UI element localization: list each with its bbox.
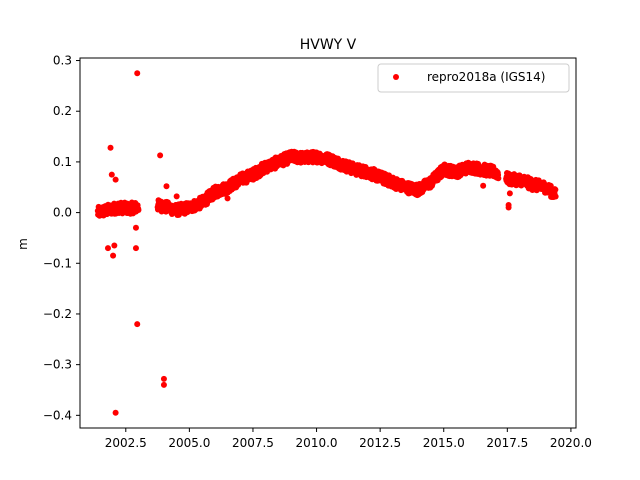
y-tick-label: 0.3 [53, 54, 72, 68]
data-point-outlier [112, 409, 119, 416]
data-point-outlier [173, 193, 180, 200]
data-point-outlier [110, 252, 117, 259]
data-point-outlier [108, 171, 115, 178]
y-tick-label: −0.2 [43, 307, 72, 321]
y-tick-label: −0.3 [43, 358, 72, 372]
data-point [552, 193, 559, 200]
y-tick-label: 0.0 [53, 206, 72, 220]
legend: repro2018a (IGS14) [377, 63, 570, 93]
x-tick-label: 2002.5 [105, 436, 147, 450]
data-point [495, 175, 502, 182]
legend-series-label: repro2018a (IGS14) [427, 70, 545, 84]
data-point [135, 207, 142, 214]
x-tick-label: 2020.0 [550, 436, 592, 450]
data-point-outlier [107, 144, 114, 151]
data-point-outlier [506, 190, 513, 197]
y-tick-label: 0.1 [53, 155, 72, 169]
data-point-outlier [111, 242, 118, 249]
x-tick-label: 2010.0 [296, 436, 338, 450]
y-axis-label: m [16, 238, 30, 250]
data-point-outlier [480, 182, 487, 189]
data-point-outlier [505, 204, 512, 211]
data-point-outlier [160, 375, 167, 382]
legend-box [377, 63, 570, 93]
data-point-outlier [112, 176, 119, 183]
chart-title: HVWY V [300, 37, 357, 53]
y-tick-label: 0.2 [53, 104, 72, 118]
x-tick-label: 2017.5 [486, 436, 528, 450]
data-point-outlier [132, 224, 139, 231]
plot-frame [79, 57, 577, 429]
data-point-outlier [104, 245, 111, 252]
data-points [94, 70, 559, 416]
x-axis-ticks: 2002.5 2005.0 2007.5 2010.0 2012.5 2015.0 2017… [105, 428, 592, 450]
data-point-outlier [134, 321, 141, 328]
data-point-outlier [224, 195, 231, 202]
data-point-outlier [163, 183, 170, 190]
data-point-outlier [157, 152, 164, 159]
y-tick-label: −0.4 [43, 408, 72, 422]
legend-marker [393, 74, 399, 80]
x-tick-label: 2007.5 [232, 436, 274, 450]
x-tick-label: 2005.0 [168, 436, 210, 450]
x-tick-label: 2012.5 [359, 436, 401, 450]
x-tick-label: 2015.0 [423, 436, 465, 450]
y-axis-ticks: 0.3 0.2 0.1 0.0 −0.1 −0.2 −0.3 −0.4 [43, 54, 80, 422]
y-tick-label: −0.1 [43, 256, 72, 270]
data-point-outlier [160, 381, 167, 388]
data-point [552, 186, 559, 193]
data-point-outlier [132, 245, 139, 252]
data-point-outlier [134, 70, 141, 77]
